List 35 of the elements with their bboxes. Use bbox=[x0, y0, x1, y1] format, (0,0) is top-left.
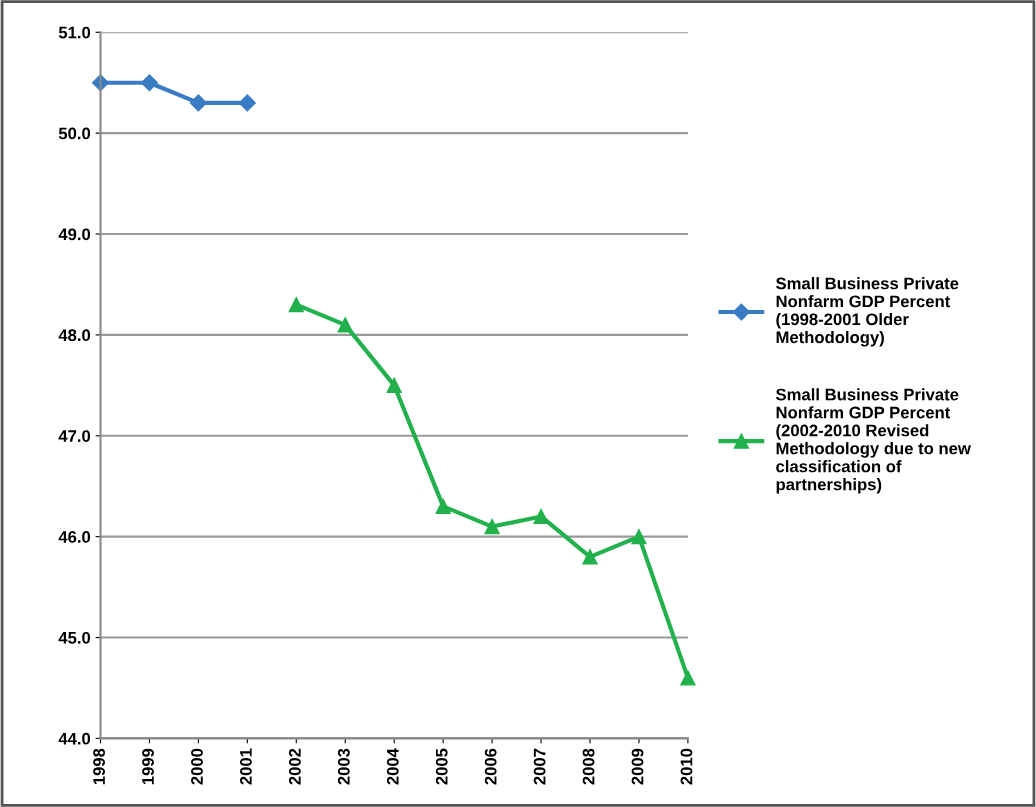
x-tick-label: 2005 bbox=[435, 748, 448, 785]
point bbox=[680, 670, 696, 686]
point bbox=[386, 377, 402, 393]
x-tick-label: 2002 bbox=[288, 748, 301, 785]
x-tick-label: 2007 bbox=[533, 748, 546, 785]
point bbox=[582, 549, 598, 565]
legend-label: Small Business Private Nonfarm GDP Percent (1998-2001 Older Methodology) bbox=[776, 277, 959, 347]
x-tick-label: 1999 bbox=[142, 748, 154, 785]
point bbox=[631, 529, 647, 545]
y-tick-label: 50.0 bbox=[58, 127, 91, 140]
y-tick-label: 44.0 bbox=[58, 732, 91, 745]
y-tick-label: 47.0 bbox=[58, 430, 91, 442]
x-tick-label: 2003 bbox=[337, 748, 350, 785]
y-tick-label: 46.0 bbox=[58, 531, 91, 543]
x-tick-label: 2000 bbox=[191, 748, 203, 785]
y-tick-label: 45.0 bbox=[58, 631, 91, 644]
x-tick-label: 2010 bbox=[680, 748, 693, 785]
x-tick-label: 2006 bbox=[484, 748, 497, 785]
legend-label: Small Business Private Nonfarm GDP Percent (2002-2010 Revised Methodology due to new classification of partnerships) bbox=[776, 388, 971, 494]
y-tick-label: 51.0 bbox=[58, 26, 91, 39]
point bbox=[435, 498, 451, 515]
point bbox=[484, 518, 500, 535]
point bbox=[288, 297, 304, 313]
x-tick-label: 2009 bbox=[631, 748, 644, 785]
x-tick-label: 1998 bbox=[93, 748, 105, 785]
point bbox=[140, 74, 158, 92]
x-tick-label: 2008 bbox=[582, 748, 595, 785]
x-tick-label: 2004 bbox=[386, 748, 399, 785]
y-tick-label: 48.0 bbox=[58, 329, 91, 342]
point bbox=[337, 317, 353, 333]
x-tick-label: 2001 bbox=[240, 748, 252, 785]
point bbox=[189, 94, 207, 112]
point bbox=[238, 94, 256, 112]
point bbox=[533, 508, 549, 525]
y-tick-label: 49.0 bbox=[58, 228, 91, 241]
